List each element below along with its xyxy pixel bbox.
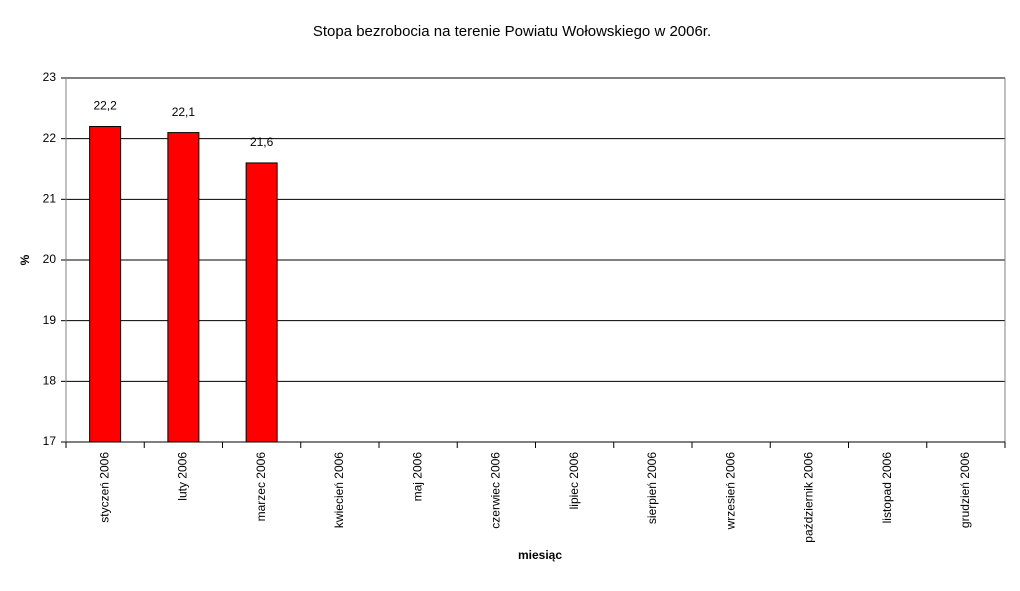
value-label: 22,1 [172, 105, 196, 119]
bar [245, 162, 278, 443]
x-tick-label: grudzień 2006 [958, 452, 972, 528]
bar [89, 126, 122, 443]
y-tick-label: 18 [43, 374, 57, 388]
x-tick-label: kwiecień 2006 [332, 452, 346, 528]
x-tick-label: marzec 2006 [254, 452, 268, 522]
y-tick-label: 22 [43, 131, 57, 145]
x-axis-title: miesiąc [518, 548, 562, 562]
x-tick-label: lipiec 2006 [567, 452, 581, 510]
y-tick-label: 17 [43, 434, 57, 448]
x-tick-label: wrzesień 2006 [723, 452, 737, 531]
y-tick-label: 21 [43, 192, 57, 206]
x-tick-label: listopad 2006 [880, 452, 894, 524]
x-tick-label: styczeń 2006 [97, 452, 111, 523]
x-tick-label: czerwiec 2006 [489, 452, 503, 529]
x-tick-label: maj 2006 [410, 452, 424, 502]
y-tick-label: 23 [43, 70, 57, 84]
y-tick-label: 20 [43, 252, 57, 266]
chart-title: Stopa bezrobocia na terenie Powiatu Woło… [313, 23, 711, 40]
x-tick-label: sierpień 2006 [645, 452, 659, 524]
y-tick-label: 19 [43, 313, 57, 327]
x-tick-label: luty 2006 [176, 452, 190, 501]
y-axis-title: % [18, 254, 32, 265]
bar [167, 132, 200, 443]
value-label: 21,6 [250, 135, 274, 149]
value-label: 22,2 [93, 99, 117, 113]
x-tick-label: październik 2006 [802, 452, 816, 543]
